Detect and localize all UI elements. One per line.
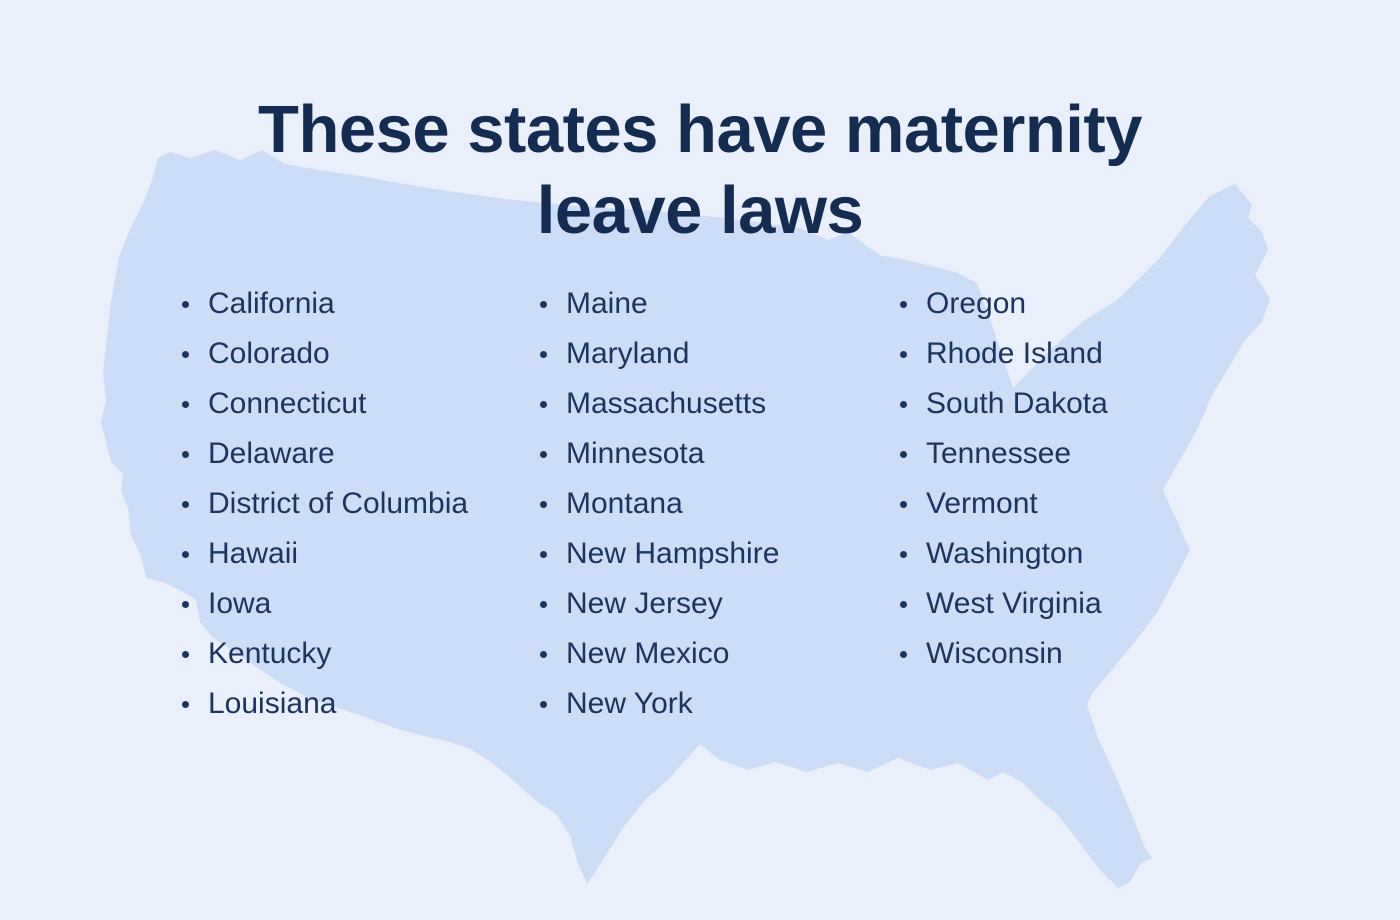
state-name-label: New York (566, 687, 693, 720)
state-list-item: New Hampshire (540, 529, 779, 579)
bullet-dot-icon (900, 350, 907, 358)
bullet-dot-icon (900, 650, 907, 658)
state-list-item: District of Columbia (182, 479, 468, 529)
state-list-item: Connecticut (182, 379, 468, 429)
state-list-item: Kentucky (182, 629, 468, 679)
state-name-label: New Jersey (566, 587, 723, 620)
state-list-item: Delaware (182, 429, 468, 479)
bullet-dot-icon (540, 350, 547, 358)
bullet-dot-icon (182, 650, 189, 658)
state-name-label: New Hampshire (566, 537, 780, 570)
state-list-item: Massachusetts (540, 379, 779, 429)
bullet-dot-icon (540, 400, 547, 408)
bullet-dot-icon (900, 300, 907, 308)
state-list-item: Washington (900, 529, 1108, 579)
state-list-item: Hawaii (182, 529, 468, 579)
state-name-label: Maine (566, 287, 648, 320)
state-name-label: Minnesota (566, 437, 705, 470)
state-name-label: West Virginia (926, 587, 1102, 620)
state-list-item: Louisiana (182, 679, 468, 729)
state-list-item: Iowa (182, 579, 468, 629)
page-title-line-2: leave laws (536, 172, 864, 248)
bullet-dot-icon (900, 450, 907, 458)
state-name-label: New Mexico (566, 637, 730, 670)
state-list-item: New Jersey (540, 579, 779, 629)
state-list-item: California (182, 279, 468, 329)
state-list-item: West Virginia (900, 579, 1108, 629)
bullet-dot-icon (182, 450, 189, 458)
state-list-item: Maine (540, 279, 779, 329)
state-name-label: Washington (926, 537, 1084, 570)
bullet-dot-icon (182, 300, 189, 308)
state-name-label: Colorado (208, 337, 330, 370)
bullet-dot-icon (540, 700, 547, 708)
state-list-item: Maryland (540, 329, 779, 379)
bullet-dot-icon (182, 350, 189, 358)
state-name-label: Massachusetts (566, 387, 767, 420)
bullet-dot-icon (540, 450, 547, 458)
state-name-label: Rhode Island (926, 337, 1103, 370)
state-name-label: Delaware (208, 437, 335, 470)
state-name-label: Wisconsin (926, 637, 1063, 670)
bullet-dot-icon (182, 500, 189, 508)
states-column-1: California Colorado Connecticut Delaware Dis… (182, 279, 468, 729)
state-list-item: Vermont (900, 479, 1108, 529)
bullet-dot-icon (182, 550, 189, 558)
bullet-dot-icon (540, 500, 547, 508)
state-list-item: New Mexico (540, 629, 779, 679)
state-name-label: Kentucky (208, 637, 332, 670)
bullet-dot-icon (540, 650, 547, 658)
state-name-label: Tennessee (926, 437, 1072, 470)
states-column-2: Maine Maryland Massachusetts Minnesota Monta… (540, 279, 779, 729)
bullet-dot-icon (900, 550, 907, 558)
bullet-dot-icon (540, 600, 547, 608)
bullet-dot-icon (182, 600, 189, 608)
state-list-item: Montana (540, 479, 779, 529)
state-name-label: Oregon (926, 287, 1027, 320)
page-title: These states have maternity leave laws (0, 89, 1400, 251)
state-list-item: New York (540, 679, 779, 729)
state-name-label: District of Columbia (208, 487, 469, 520)
usa-map-shape (101, 150, 1270, 888)
bullet-dot-icon (540, 550, 547, 558)
bullet-dot-icon (900, 400, 907, 408)
state-name-label: Maryland (566, 337, 690, 370)
state-list-item: Wisconsin (900, 629, 1108, 679)
bullet-dot-icon (540, 300, 547, 308)
state-name-label: California (208, 287, 335, 320)
bullet-dot-icon (182, 700, 189, 708)
state-name-label: Connecticut (208, 387, 367, 420)
state-name-label: South Dakota (926, 387, 1108, 420)
state-name-label: Iowa (208, 587, 272, 620)
state-name-label: Montana (566, 487, 683, 520)
state-name-label: Vermont (926, 487, 1038, 520)
states-column-3: Oregon Rhode Island South Dakota Tennessee V… (900, 279, 1108, 679)
bullet-dot-icon (182, 400, 189, 408)
state-name-label: Louisiana (208, 687, 337, 720)
state-list-item: Minnesota (540, 429, 779, 479)
bullet-dot-icon (900, 500, 907, 508)
state-list-item: Rhode Island (900, 329, 1108, 379)
state-name-label: Hawaii (208, 537, 299, 570)
state-list-item: South Dakota (900, 379, 1108, 429)
state-list-item: Oregon (900, 279, 1108, 329)
state-list-item: Colorado (182, 329, 468, 379)
page-title-line-1: These states have maternity (258, 91, 1142, 167)
state-list-item: Tennessee (900, 429, 1108, 479)
bullet-dot-icon (900, 600, 907, 608)
